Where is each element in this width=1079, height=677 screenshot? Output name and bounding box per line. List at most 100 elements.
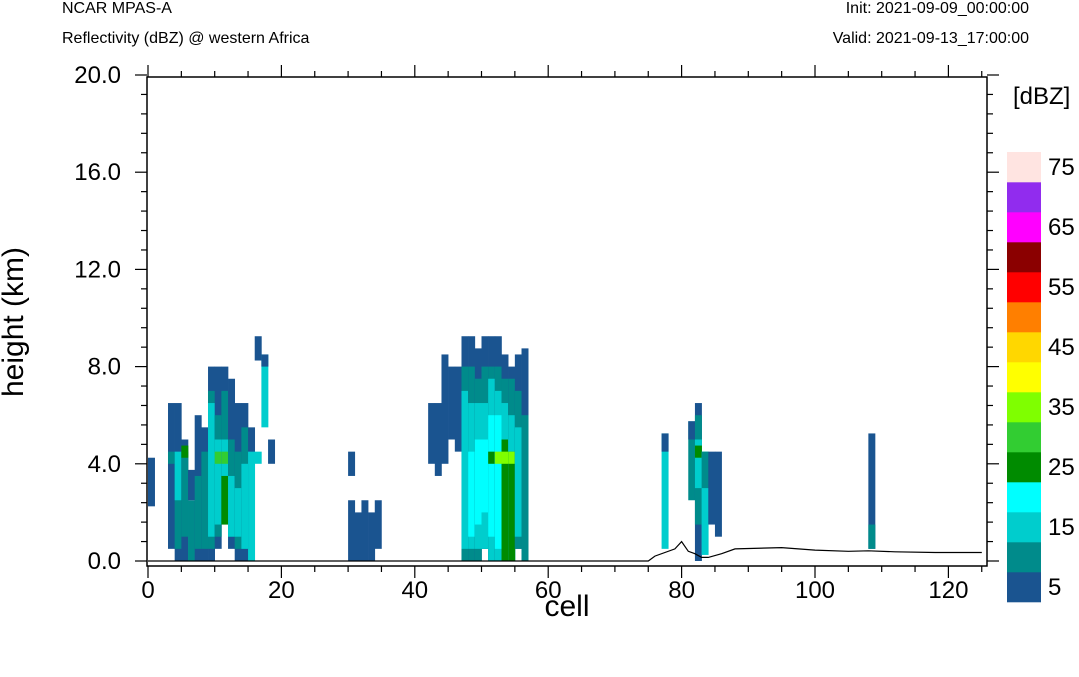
- reflectivity-cell: [661, 433, 669, 549]
- reflectivity-cell: [521, 415, 529, 561]
- reflectivity-cell: [868, 433, 876, 549]
- colorbar-label: 75: [1048, 154, 1075, 181]
- colorbar-swatch: [1007, 152, 1041, 183]
- field-title: Reflectivity (dBZ) @ western Africa: [62, 30, 310, 47]
- reflectivity-cell: [454, 366, 462, 452]
- colorbar-swatch: [1007, 422, 1041, 453]
- reflectivity-cell: [661, 433, 669, 452]
- x-tick-label: 60: [535, 577, 562, 604]
- plot-frame: [146, 76, 988, 567]
- reflectivity-cell: [474, 439, 482, 525]
- x-tick-labels: 0 20 40 60 80 100 120: [141, 577, 968, 604]
- reflectivity-cell: [374, 500, 382, 549]
- reflectivity-cell: [428, 403, 436, 464]
- x-tick-label: 100: [795, 577, 835, 604]
- colorbar-swatch: [1007, 242, 1041, 273]
- reflectivity-cell: [248, 451, 256, 561]
- model-title: NCAR MPAS-A: [62, 0, 172, 17]
- reflectivity-cell: [461, 390, 469, 549]
- colorbar-swatch: [1007, 362, 1041, 393]
- valid-time: Valid: 2021-09-13_17:00:00: [832, 30, 1029, 47]
- reflectivity-cell: [268, 439, 276, 464]
- reflectivity-cell: [441, 354, 449, 464]
- reflectivity-cell: [694, 439, 702, 489]
- reflectivity-cell: [168, 403, 175, 549]
- reflectivity-cell: [714, 451, 722, 537]
- y-axis-label: height (km): [0, 247, 30, 397]
- reflectivity-cell: [481, 439, 489, 513]
- reflectivity-cell: [168, 451, 175, 464]
- reflectivity-cell: [434, 403, 442, 476]
- colorbar-title: [dBZ]: [1013, 83, 1070, 110]
- reflectivity-cell: [494, 415, 502, 549]
- reflectivity-cell: [688, 421, 696, 440]
- colorbar-label: 35: [1048, 394, 1075, 421]
- y-tick-label: 8.0: [88, 354, 121, 381]
- axis-ticks: [135, 65, 999, 578]
- reflectivity-cell: [708, 451, 716, 525]
- colorbar-label: 25: [1048, 454, 1075, 481]
- colorbar: [1007, 152, 1041, 603]
- reflectivity-cell: [508, 451, 516, 561]
- colorbar-labels: 5 15 25 35 45 55 65 75: [1048, 154, 1075, 601]
- reflectivity-cell: [514, 427, 522, 537]
- reflectivity-cells: [148, 336, 876, 562]
- reflectivity-cell: [361, 500, 369, 561]
- x-axis-label: cell: [544, 590, 589, 623]
- reflectivity-cell: [261, 354, 269, 367]
- reflectivity-cell: [368, 512, 376, 561]
- y-tick-label: 4.0: [88, 451, 121, 478]
- reflectivity-cell: [194, 475, 202, 549]
- colorbar-label: 45: [1048, 334, 1075, 361]
- colorbar-swatch: [1007, 302, 1041, 333]
- y-tick-label: 16.0: [74, 159, 121, 186]
- reflectivity-cell: [221, 475, 229, 525]
- colorbar-swatch: [1007, 482, 1041, 513]
- reflectivity-cell: [701, 451, 709, 489]
- colorbar-label: 55: [1048, 274, 1075, 301]
- reflectivity-cell: [501, 451, 509, 464]
- reflectivity-cell: [868, 524, 876, 549]
- x-tick-label: 0: [141, 577, 154, 604]
- colorbar-swatch: [1007, 512, 1041, 543]
- colorbar-swatch: [1007, 452, 1041, 483]
- reflectivity-cell: [468, 451, 476, 537]
- x-tick-label: 120: [928, 577, 968, 604]
- reflectivity-cell: [501, 439, 509, 561]
- reflectivity-cell: [694, 445, 702, 458]
- reflectivity-cell: [348, 451, 356, 476]
- reflectivity-cell: [488, 451, 496, 464]
- reflectivity-cell: [174, 451, 182, 501]
- reflectivity-cell: [228, 475, 236, 537]
- colorbar-label: 15: [1048, 514, 1075, 541]
- y-tick-labels: 0.0 4.0 8.0 12.0 16.0 20.0: [74, 62, 121, 575]
- y-tick-label: 20.0: [74, 62, 121, 89]
- colorbar-swatch: [1007, 182, 1041, 213]
- colorbar-swatch: [1007, 212, 1041, 243]
- colorbar-label: 5: [1048, 574, 1061, 601]
- reflectivity-cell: [208, 403, 215, 537]
- reflectivity-cell: [221, 451, 229, 464]
- reflectivity-cell: [201, 451, 209, 549]
- reflectivity-cell: [261, 354, 269, 428]
- reflectivity-cell: [348, 500, 356, 561]
- reflectivity-cell: [508, 451, 516, 464]
- reflectivity-cell: [254, 451, 262, 464]
- terrain-line: [148, 540, 982, 562]
- colorbar-swatch: [1007, 572, 1041, 603]
- reflectivity-cell: [488, 415, 496, 537]
- colorbar-swatch: [1007, 392, 1041, 423]
- y-tick-label: 0.0: [88, 548, 121, 575]
- colorbar-swatch: [1007, 272, 1041, 303]
- colorbar-label: 65: [1048, 214, 1075, 241]
- reflectivity-cell: [448, 366, 456, 440]
- reflectivity-cell: [188, 500, 195, 561]
- x-tick-label: 40: [401, 577, 428, 604]
- reflectivity-cell: [174, 463, 182, 549]
- reflectivity-cell: [234, 488, 242, 537]
- reflectivity-cell: [494, 451, 502, 464]
- reflectivity-cell: [354, 512, 362, 561]
- colorbar-swatch: [1007, 332, 1041, 363]
- x-tick-label: 20: [268, 577, 295, 604]
